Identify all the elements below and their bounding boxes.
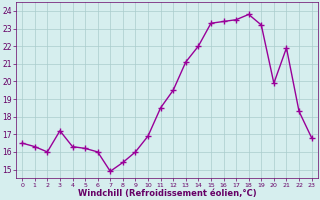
X-axis label: Windchill (Refroidissement éolien,°C): Windchill (Refroidissement éolien,°C) <box>77 189 256 198</box>
